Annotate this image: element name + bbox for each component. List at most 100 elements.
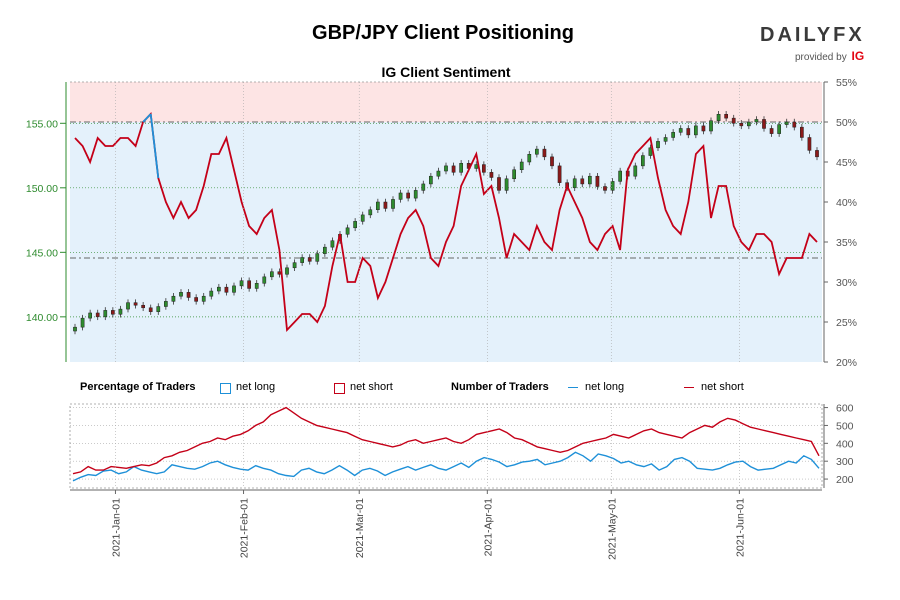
price-candle	[413, 190, 418, 199]
price-candle	[383, 201, 388, 209]
price-candle	[406, 192, 410, 199]
logo-text: DAILYFX	[760, 24, 865, 46]
price-candle	[330, 240, 335, 248]
count-net-short-line	[72, 406, 820, 475]
price-candle	[111, 310, 115, 315]
price-candle	[80, 317, 85, 328]
sentiment-tick-label: 40%	[836, 197, 857, 209]
price-candle	[603, 186, 607, 191]
chart-title: GBP/JPY Client Positioning	[312, 22, 574, 44]
price-candle	[550, 156, 554, 167]
price-candle	[739, 123, 744, 127]
count-tick-label: 500	[836, 420, 854, 432]
legend-num-short-label: net short	[701, 381, 744, 393]
sentiment-tick-label: 25%	[836, 317, 857, 329]
price-candle	[648, 147, 653, 156]
legend-num-long-swatch	[568, 387, 578, 388]
price-candle	[678, 128, 683, 133]
price-candle	[277, 271, 282, 275]
sentiment-tick-label: 45%	[836, 157, 857, 169]
price-candle	[451, 165, 456, 173]
price-candle	[217, 286, 221, 292]
price-candle	[504, 178, 509, 191]
legend-num-long-label: net long	[585, 381, 625, 393]
price-candle	[625, 170, 630, 177]
legend-pct-long-swatch	[220, 383, 231, 394]
price-candle	[512, 169, 516, 180]
legend-pct-long-label: net long	[236, 381, 276, 393]
price-candle	[421, 183, 426, 191]
trader-count-chart: 200 300 400 500 600	[69, 403, 854, 489]
price-candle	[800, 126, 804, 138]
sentiment-zones	[70, 82, 822, 362]
price-candle	[307, 257, 312, 262]
price-candle	[186, 292, 191, 298]
count-tick-label: 200	[836, 474, 854, 486]
reference-lines	[70, 121, 822, 259]
price-candle	[731, 117, 736, 124]
ig-logo: IG	[851, 49, 865, 63]
price-candle	[466, 163, 471, 169]
price-candle	[815, 150, 819, 158]
net-long-zone	[70, 122, 822, 362]
price-candle	[73, 326, 77, 332]
price-candle	[376, 201, 380, 210]
price-candle	[353, 221, 357, 229]
price-candle	[164, 301, 168, 307]
price-candle	[323, 246, 327, 254]
price-candle	[300, 257, 304, 263]
count-tick-label: 600	[836, 403, 854, 415]
price-candle	[641, 155, 645, 167]
legend-pct-short-swatch	[334, 383, 345, 394]
lower-panel-frame	[69, 403, 823, 489]
price-candle	[565, 182, 569, 189]
price-candle	[557, 165, 562, 183]
price-candle	[239, 280, 244, 287]
price-candle	[709, 120, 713, 132]
price-candle	[595, 175, 600, 187]
price-candle	[292, 262, 297, 269]
count-tick-label: 300	[836, 456, 854, 468]
price-candle	[807, 137, 812, 151]
sentiment-line	[74, 111, 818, 333]
price-candle	[535, 148, 539, 155]
price-candle	[118, 308, 123, 315]
sentiment-tick-label: 30%	[836, 277, 857, 289]
legend-pct-short-label: net short	[350, 381, 393, 393]
price-tick-label: 155.00	[26, 118, 58, 130]
price-candle	[171, 295, 176, 302]
legend-num-short-swatch	[684, 387, 694, 388]
price-candle	[474, 164, 479, 169]
price-candle	[345, 227, 350, 235]
legend: Percentage of Traders net long net short…	[0, 381, 900, 397]
price-candle	[686, 128, 691, 136]
price-candle	[262, 276, 267, 284]
logo-provided-text: provided by	[795, 52, 847, 63]
price-candle	[103, 310, 108, 318]
sentiment-tick-label: 55%	[836, 77, 857, 89]
price-candle	[315, 253, 320, 262]
net-long-percentage-segment	[149, 113, 160, 179]
dailyfx-logo: DAILYFX provided by IG	[760, 24, 870, 64]
price-candle	[572, 178, 577, 189]
price-candle	[270, 271, 274, 278]
price-candle	[247, 280, 251, 289]
price-candle	[777, 124, 781, 134]
price-candle	[618, 170, 622, 182]
price-candle	[519, 161, 524, 170]
price-candle	[701, 125, 706, 132]
date-tick-label: 2021-Jan-01	[110, 498, 122, 557]
price-candle	[656, 141, 660, 149]
price-candles	[73, 111, 819, 335]
price-gridlines	[70, 122, 822, 318]
chart-subtitle: IG Client Sentiment	[381, 64, 511, 80]
logo-provided-by: provided by IG	[795, 49, 864, 63]
price-candle	[88, 312, 92, 319]
main-axes: 140.00 145.00 150.00 155.00 20% 25% 30% 35% 40% 4…	[26, 77, 857, 369]
net-short-zone	[70, 82, 822, 122]
price-candle	[360, 214, 365, 222]
price-candle	[398, 192, 403, 200]
price-candle	[209, 290, 214, 297]
price-candle	[126, 302, 130, 310]
